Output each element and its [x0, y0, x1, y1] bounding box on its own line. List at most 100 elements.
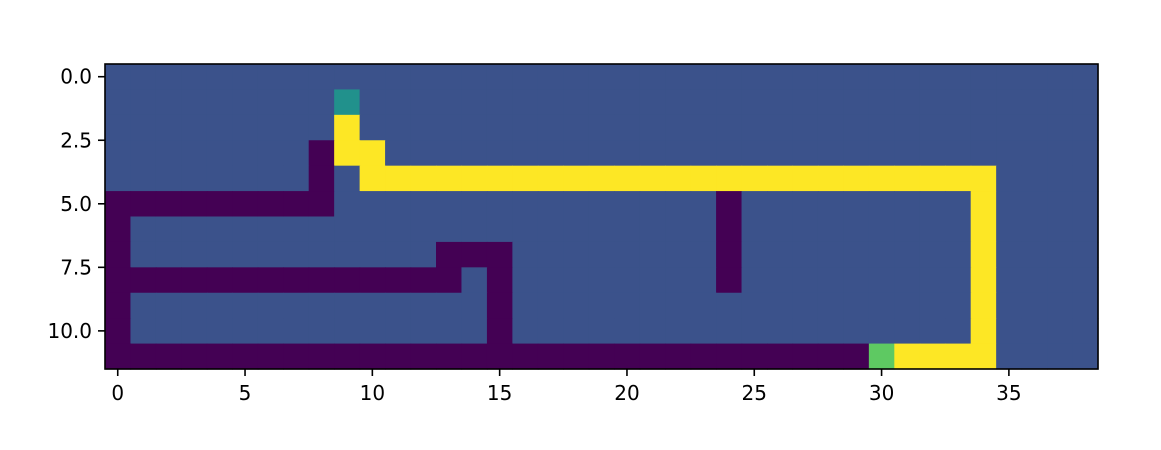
- heatmap-cell: [1047, 89, 1074, 116]
- heatmap-cell: [257, 318, 284, 345]
- heatmap-cell: [792, 216, 819, 243]
- heatmap-cell: [206, 318, 233, 345]
- heatmap-cell: [359, 140, 386, 167]
- heatmap-cell: [843, 191, 870, 218]
- heatmap-cell: [945, 140, 972, 167]
- heatmap-cell: [945, 216, 972, 243]
- heatmap-cell: [537, 267, 564, 294]
- heatmap-cell: [105, 216, 132, 243]
- heatmap-cell: [410, 318, 437, 345]
- heatmap-cell: [537, 343, 564, 370]
- heatmap-cell: [792, 241, 819, 268]
- x-tick-label: 30: [869, 381, 894, 405]
- heatmap-cell: [232, 292, 259, 319]
- heatmap-cell: [1021, 114, 1048, 141]
- heatmap-cell: [359, 165, 386, 192]
- heatmap-cell: [843, 89, 870, 116]
- heatmap-cell: [206, 140, 233, 167]
- heatmap-cell: [461, 292, 488, 319]
- heatmap-cell: [385, 343, 412, 370]
- heatmap-cell: [461, 241, 488, 268]
- heatmap-cell: [868, 241, 895, 268]
- heatmap-cell: [843, 267, 870, 294]
- heatmap-cell: [512, 64, 539, 91]
- heatmap-cell: [130, 89, 157, 116]
- heatmap-cell: [385, 216, 412, 243]
- heatmap-cell: [1047, 267, 1074, 294]
- heatmap-cell: [945, 191, 972, 218]
- heatmap-cell: [563, 89, 590, 116]
- heatmap-cell: [894, 216, 921, 243]
- heatmap-cell: [945, 165, 972, 192]
- heatmap-cell: [461, 343, 488, 370]
- heatmap-cell: [155, 241, 182, 268]
- heatmap-cell: [537, 165, 564, 192]
- heatmap-cell: [970, 343, 997, 370]
- heatmap-cell: [614, 114, 641, 141]
- heatmap-cell: [181, 267, 208, 294]
- heatmap-cell: [563, 267, 590, 294]
- heatmap-cell: [614, 140, 641, 167]
- heatmap-cell: [690, 292, 717, 319]
- heatmap-cell: [1072, 241, 1099, 268]
- heatmap-cell: [868, 191, 895, 218]
- heatmap-cell: [665, 241, 692, 268]
- heatmap-cell: [155, 140, 182, 167]
- heatmap-cell: [155, 89, 182, 116]
- heatmap-cell: [232, 343, 259, 370]
- heatmap-cell: [385, 292, 412, 319]
- heatmap-cell: [665, 165, 692, 192]
- heatmap-cell: [257, 343, 284, 370]
- heatmap-cell: [588, 64, 615, 91]
- heatmap-cell: [894, 318, 921, 345]
- heatmap-cell: [410, 140, 437, 167]
- heatmap-cell: [334, 191, 361, 218]
- heatmap-cell: [181, 241, 208, 268]
- heatmap-cell: [945, 241, 972, 268]
- heatmap-cell: [843, 241, 870, 268]
- heatmap-cell: [843, 292, 870, 319]
- heatmap-cell: [334, 216, 361, 243]
- heatmap-cell: [690, 114, 717, 141]
- heatmap-cell: [308, 318, 335, 345]
- heatmap-cell: [130, 241, 157, 268]
- heatmap-cell: [588, 165, 615, 192]
- heatmap-cell: [588, 191, 615, 218]
- heatmap-cell: [639, 64, 666, 91]
- heatmap-cell: [537, 318, 564, 345]
- heatmap-cell: [257, 267, 284, 294]
- heatmap-cell: [741, 64, 768, 91]
- heatmap-cell: [563, 216, 590, 243]
- heatmap-cell: [486, 165, 513, 192]
- heatmap-cell: [1072, 191, 1099, 218]
- y-tick-label: 5.0: [60, 192, 92, 216]
- heatmap-cell: [817, 89, 844, 116]
- heatmap-cell: [945, 318, 972, 345]
- heatmap-cell: [639, 89, 666, 116]
- heatmap-cell: [690, 343, 717, 370]
- heatmap-cell: [436, 267, 463, 294]
- heatmap-cell: [181, 64, 208, 91]
- heatmap-cell: [334, 165, 361, 192]
- heatmap-cell: [461, 89, 488, 116]
- heatmap-cell: [1021, 64, 1048, 91]
- heatmap-cell: [334, 292, 361, 319]
- heatmap-cell: [1021, 267, 1048, 294]
- heatmap-cell: [817, 343, 844, 370]
- heatmap-cell: [461, 216, 488, 243]
- heatmap-cell: [436, 318, 463, 345]
- heatmap-cell: [1047, 191, 1074, 218]
- heatmap-cell: [894, 140, 921, 167]
- y-axis: 0.0 2.5 5.0 7.5 10.0: [47, 65, 105, 343]
- heatmap-cell: [1047, 318, 1074, 345]
- heatmap-cell: [919, 140, 946, 167]
- heatmap-cell: [232, 318, 259, 345]
- heatmap-cell: [945, 114, 972, 141]
- heatmap-cell: [919, 191, 946, 218]
- heatmap-cell: [588, 318, 615, 345]
- heatmap-cell: [257, 292, 284, 319]
- heatmap-cell: [308, 216, 335, 243]
- heatmap-cell: [334, 64, 361, 91]
- heatmap-cell: [767, 292, 794, 319]
